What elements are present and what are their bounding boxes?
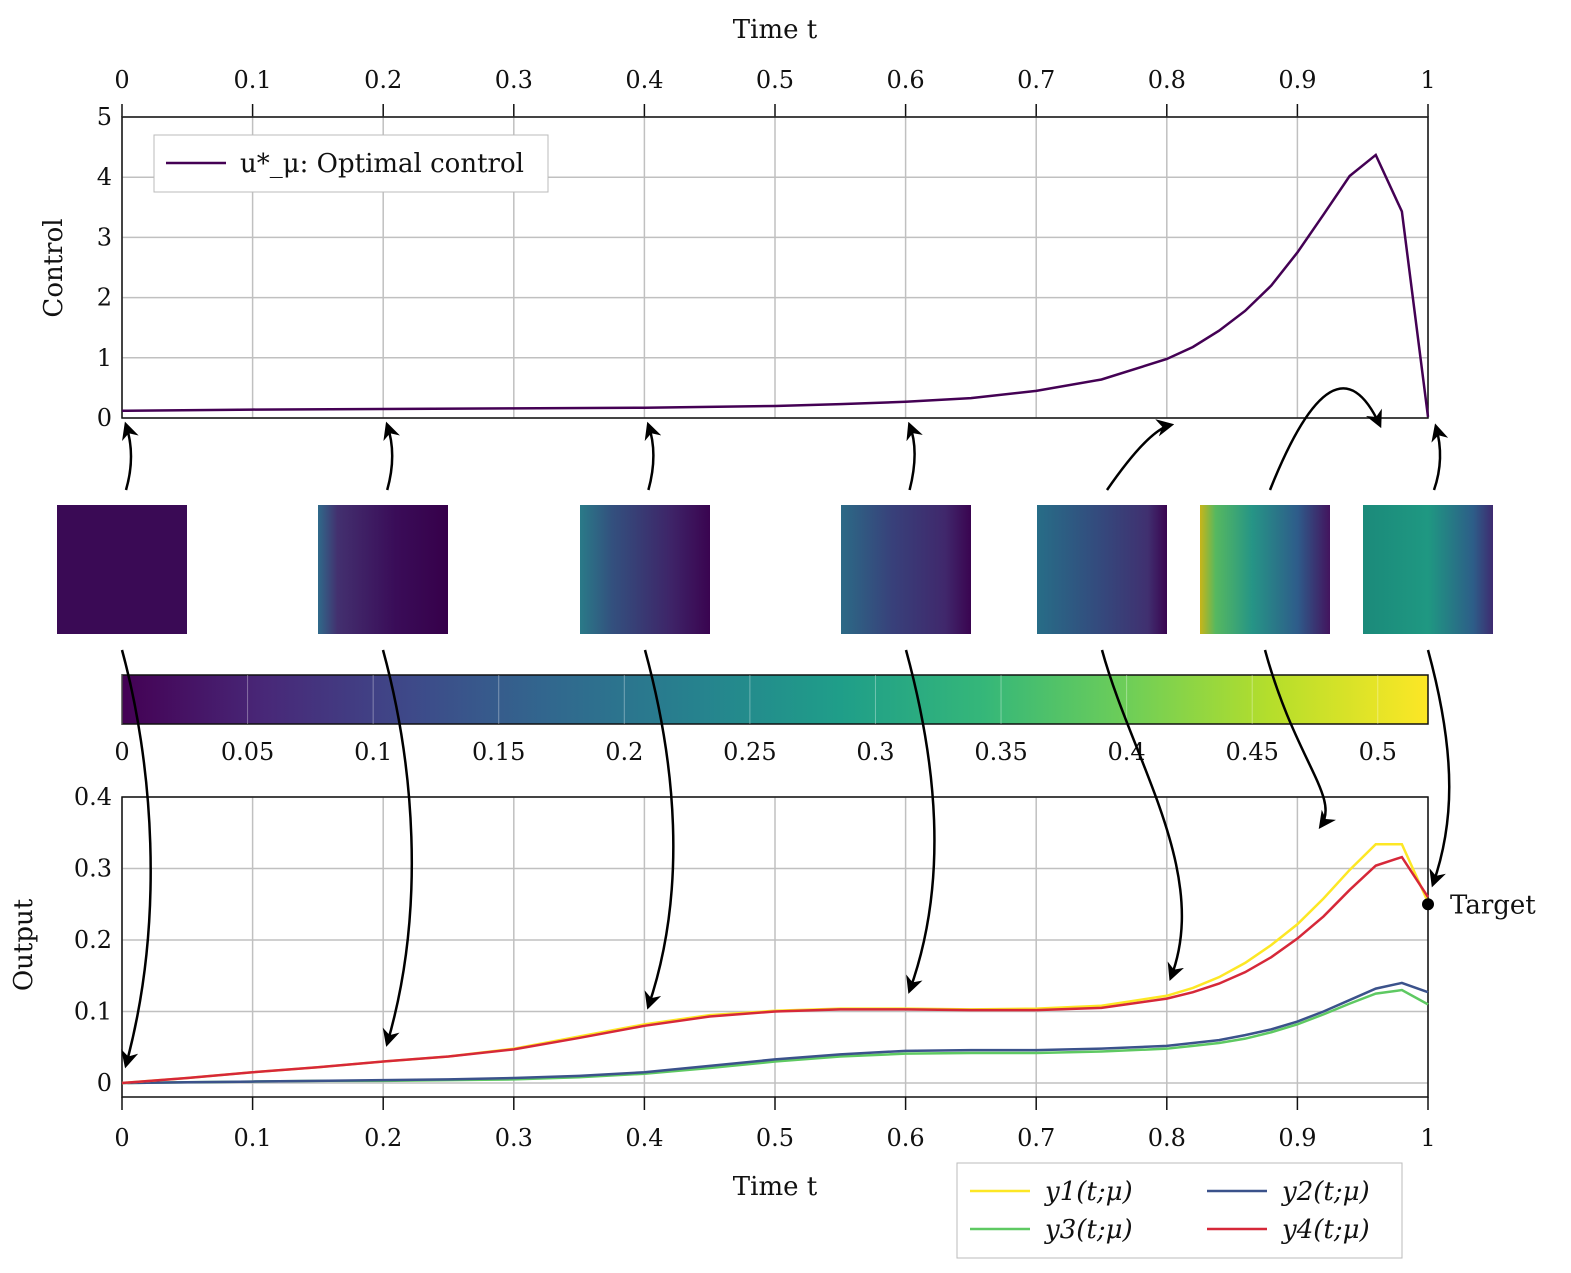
snapshot-heatmap (57, 505, 187, 634)
x-tick-label: 0.6 (887, 66, 925, 94)
snapshot-heatmap (1363, 505, 1493, 634)
arrow-to-output (1426, 649, 1451, 888)
arrow-to-output (120, 649, 152, 1069)
x-tick-label: 0.1 (234, 66, 272, 94)
plot-frame (121, 796, 1429, 1098)
snapshot-heatmap (318, 505, 448, 634)
legend-box (956, 1162, 1403, 1259)
x-tick-label: 0.8 (1148, 1124, 1186, 1152)
snapshot-heatmap (841, 505, 971, 634)
arrow-to-control (644, 421, 662, 491)
y-tick-label: 0.2 (74, 926, 112, 954)
arrow-to-control (383, 421, 400, 491)
snapshot-heatmap (580, 505, 710, 634)
x-axis-title: Time t (733, 15, 818, 45)
colorbar-tick-label: 0.2 (605, 738, 643, 766)
colorbar-tick-label: 0.45 (1225, 738, 1278, 766)
x-tick-label: 0.3 (495, 66, 533, 94)
arrow-to-output (1100, 649, 1184, 982)
y-tick-label: 3 (97, 223, 112, 251)
y-axis-title: Output (9, 898, 39, 991)
arrow-to-output (381, 649, 414, 1047)
x-tick-label: 0.2 (364, 66, 402, 94)
y-tick-label: 0 (97, 1069, 112, 1097)
arrow-to-output (904, 649, 936, 994)
y-tick-label: 4 (97, 163, 112, 191)
y-tick-label: 0 (97, 404, 112, 432)
arrow-to-control (1105, 419, 1175, 491)
x-tick-label: 0.5 (756, 66, 794, 94)
colorbar-tick-label: 0 (114, 738, 129, 766)
x-tick-label: 0.8 (1148, 66, 1186, 94)
series-line-control (121, 152, 1430, 417)
legend-label: y1(t;μ) (1044, 1177, 1133, 1207)
x-tick-label: 0.7 (1017, 66, 1055, 94)
snapshot-heatmap (1200, 505, 1330, 634)
arrow-to-output (1263, 649, 1336, 830)
x-tick-label: 0 (114, 66, 129, 94)
plot-frame (121, 116, 1429, 419)
x-tick-label: 1 (1420, 1124, 1435, 1152)
annotation-arrows (120, 387, 1451, 1069)
legend-label: y3(t;μ) (1044, 1215, 1133, 1245)
legend-label: y2(t;μ) (1281, 1177, 1370, 1207)
target-marker (1422, 898, 1434, 911)
x-tick-label: 0.1 (234, 1124, 272, 1152)
x-tick-label: 0.3 (495, 1124, 533, 1152)
colorbar-tick-label: 0.3 (856, 738, 894, 766)
arrow-to-control (906, 421, 923, 491)
arrow-to-control (1431, 423, 1449, 491)
arrow-to-control (1268, 387, 1382, 491)
colorbar-tick-label: 0.25 (723, 738, 776, 766)
control-plot: 0 0.1 0.2 0.3 0.4 0.5 0.6 0.7 0.8 0.9 1 0 1 2 3 4 5 Time … (39, 15, 1436, 432)
y-tick-label: 0.3 (74, 855, 112, 883)
x-tick-label: 0.9 (1278, 1124, 1316, 1152)
x-tick-label: 0.9 (1278, 66, 1316, 94)
snapshots-and-colorbar: 0 0.05 0.1 0.15 0.2 0.25 0.3 0.35 0.4 0.45 0.5 (57, 505, 1493, 766)
colorbar-tick-label: 0.05 (221, 738, 274, 766)
x-tick-label: 0.4 (625, 66, 663, 94)
target-label: Target (1450, 890, 1536, 920)
y-axis-title: Control (39, 218, 69, 317)
x-tick-label: 0.7 (1017, 1124, 1055, 1152)
x-tick-label: 0.6 (887, 1124, 925, 1152)
colorbar (121, 674, 1429, 725)
y-tick-label: 0.4 (74, 783, 112, 811)
x-tick-label: 0.5 (756, 1124, 794, 1152)
x-tick-label: 1 (1420, 66, 1435, 94)
y-tick-label: 5 (97, 103, 112, 131)
arrow-to-control (122, 421, 139, 491)
legend-label: u*_μ: Optimal control (240, 149, 524, 179)
arrow-to-output (643, 649, 675, 1010)
x-tick-label: 0.2 (364, 1124, 402, 1152)
output-plot: 0 0.1 0.2 0.3 0.4 0.5 0.6 0.7 0.8 0.9 1 0 0.1 0.2 0.3 0… (9, 783, 1536, 1259)
colorbar-tick-label: 0.35 (974, 738, 1027, 766)
legend-label: y4(t;μ) (1281, 1215, 1370, 1245)
series-line-y4 (121, 855, 1430, 1085)
series-line-y2 (121, 981, 1429, 1085)
colorbar-tick-label: 0.1 (354, 738, 392, 766)
colorbar-tick-label: 0.15 (472, 738, 525, 766)
y-tick-label: 2 (97, 284, 112, 312)
x-tick-label: 0.4 (625, 1124, 663, 1152)
colorbar-tick-label: 0.5 (1359, 738, 1397, 766)
colorbar-tick-label: 0.4 (1108, 738, 1146, 766)
y-tick-label: 0.1 (74, 998, 112, 1026)
snapshot-heatmap (1037, 505, 1167, 634)
x-tick-label: 0 (114, 1124, 129, 1152)
x-axis-title: Time t (733, 1172, 818, 1202)
y-tick-label: 1 (97, 344, 112, 372)
